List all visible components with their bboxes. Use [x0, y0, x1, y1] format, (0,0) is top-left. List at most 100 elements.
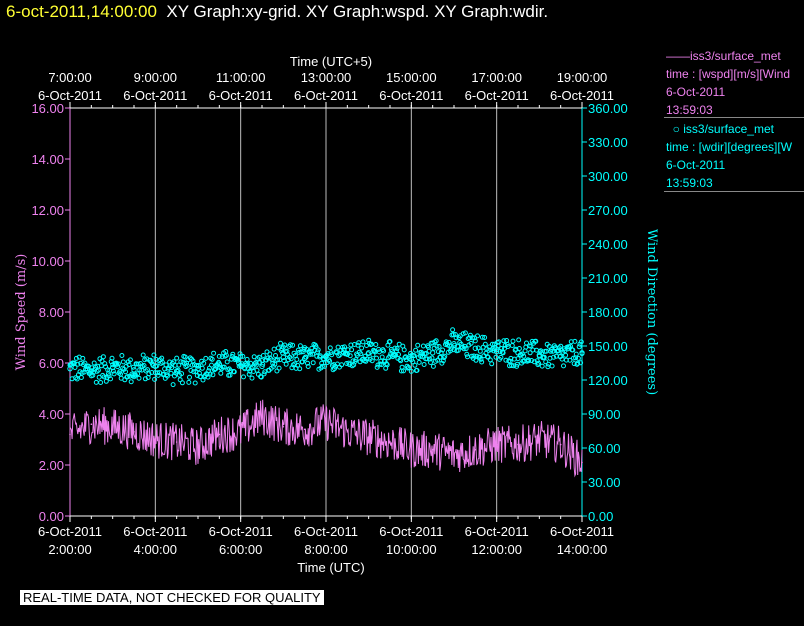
wind-direction-point: [248, 360, 254, 366]
wind-direction-point: [72, 365, 78, 370]
wind-direction-point: [115, 364, 121, 370]
wind-direction-point: [415, 342, 421, 348]
wind-direction-point: [450, 332, 456, 337]
wind-direction-point: [179, 380, 185, 386]
wind-speed-data-point: [431, 448, 434, 451]
wind-direction-point: [455, 347, 461, 353]
wind-direction-point: [575, 355, 581, 361]
wind-direction-point: [284, 348, 290, 354]
wind-direction-point: [365, 351, 371, 357]
wind-direction-point: [573, 351, 579, 357]
wind-direction-point: [170, 382, 176, 388]
wind-direction-point: [329, 352, 335, 358]
wind-direction-point: [498, 354, 504, 360]
wind-direction-point: [496, 339, 502, 345]
wind-direction-point: [527, 350, 533, 356]
wind-direction-point: [349, 347, 355, 353]
wind-direction-point: [524, 340, 529, 346]
wind-direction-point: [102, 361, 108, 367]
legend-line-swatch: ——: [666, 49, 690, 63]
x-tick-label-date: 6-Oct-2011: [379, 524, 443, 539]
wind-speed-data-point: [282, 425, 285, 428]
wind-direction-data-point: [579, 350, 585, 356]
wind-speed-data-point: [495, 443, 498, 446]
wind-direction-point: [93, 379, 99, 385]
wind-direction-point: [468, 340, 474, 346]
wind-direction-point: [182, 354, 188, 360]
wind-direction-data-point: [557, 353, 564, 359]
wind-direction-point: [157, 370, 163, 376]
wind-direction-point: [567, 357, 573, 363]
wind-direction-point: [110, 368, 116, 374]
wind-direction-point: [186, 379, 192, 385]
wind-direction-point: [515, 356, 521, 362]
wind-direction-point: [482, 341, 488, 347]
wind-direction-point: [440, 358, 446, 364]
wind-direction-point: [117, 369, 123, 375]
wind-direction-point: [283, 361, 289, 367]
x-top-tick-label-date: 6-Oct-2011: [465, 88, 529, 103]
wind-direction-point: [95, 367, 101, 373]
wind-direction-point: [224, 359, 230, 365]
wind-direction-point: [101, 374, 107, 380]
wind-direction-point: [249, 375, 255, 381]
wind-direction-point: [509, 343, 515, 348]
wind-direction-point: [278, 340, 283, 346]
wind-direction-point: [123, 369, 128, 375]
legend-wind-speed-name: ——iss3/surface_met: [666, 49, 781, 63]
wind-direction-point: [392, 345, 398, 351]
wind-direction-point: [539, 363, 545, 369]
wind-direction-data-point: [301, 355, 308, 362]
wind-direction-point: [401, 347, 407, 353]
wind-direction-data-point: [323, 353, 329, 359]
x-top-tick-label-time: 9:00:00: [134, 70, 177, 85]
wind-direction-point: [452, 332, 458, 337]
wind-direction-data-point: [408, 356, 415, 363]
wind-direction-point: [317, 353, 323, 359]
wind-direction-point: [319, 360, 325, 366]
wind-direction-point: [111, 371, 117, 377]
wind-direction-point: [505, 344, 511, 349]
wind-direction-point: [536, 360, 542, 366]
x-tick-label-date: 6-Oct-2011: [465, 524, 529, 539]
wind-speed-data-point: [538, 438, 541, 441]
wind-direction-point: [411, 353, 417, 359]
x-top-tick-label-time: 19:00:00: [557, 70, 608, 85]
wind-direction-point: [211, 350, 217, 356]
wind-direction-point: [221, 364, 227, 370]
wind-direction-point: [288, 356, 294, 362]
wind-speed-data-point: [581, 461, 583, 464]
wind-direction-point: [241, 374, 246, 380]
wind-direction-point: [152, 376, 158, 382]
wind-direction-point: [103, 378, 109, 384]
wind-direction-point: [244, 356, 250, 362]
wind-direction-point: [73, 355, 79, 361]
wind-direction-point: [327, 358, 333, 364]
x-top-tick-label-date: 6-Oct-2011: [38, 88, 102, 103]
wind-speed-data-point: [389, 441, 391, 443]
wind-direction-point: [109, 355, 115, 361]
wind-direction-data-point: [216, 361, 223, 367]
wind-direction-point: [413, 347, 419, 353]
wind-direction-point: [471, 353, 477, 359]
y-tick-label-right: 240.00: [588, 237, 628, 252]
wind-direction-point: [464, 351, 470, 357]
wind-direction-point: [78, 375, 84, 380]
wind-direction-point: [282, 342, 288, 348]
x-tick-label-time: 6:00:00: [219, 542, 262, 557]
wind-speed-data-point: [111, 425, 114, 428]
wind-direction-point: [179, 371, 185, 377]
wind-direction-point: [381, 348, 387, 354]
wind-direction-point: [344, 361, 350, 366]
wind-direction-point: [551, 354, 557, 360]
x-tick-label-date: 6-Oct-2011: [123, 524, 187, 539]
legend-wind-direction-time: 13:59:03: [666, 176, 713, 190]
wind-direction-point: [424, 356, 430, 362]
x-top-tick-label-date: 6-Oct-2011: [294, 88, 358, 103]
wind-direction-point: [75, 361, 81, 367]
y-tick-label-left: 4.00: [39, 407, 64, 422]
wind-speed-data-point: [90, 423, 93, 426]
wind-direction-point: [90, 372, 96, 378]
y-tick-label-right: 90.00: [588, 407, 621, 422]
wind-direction-point: [319, 363, 325, 369]
